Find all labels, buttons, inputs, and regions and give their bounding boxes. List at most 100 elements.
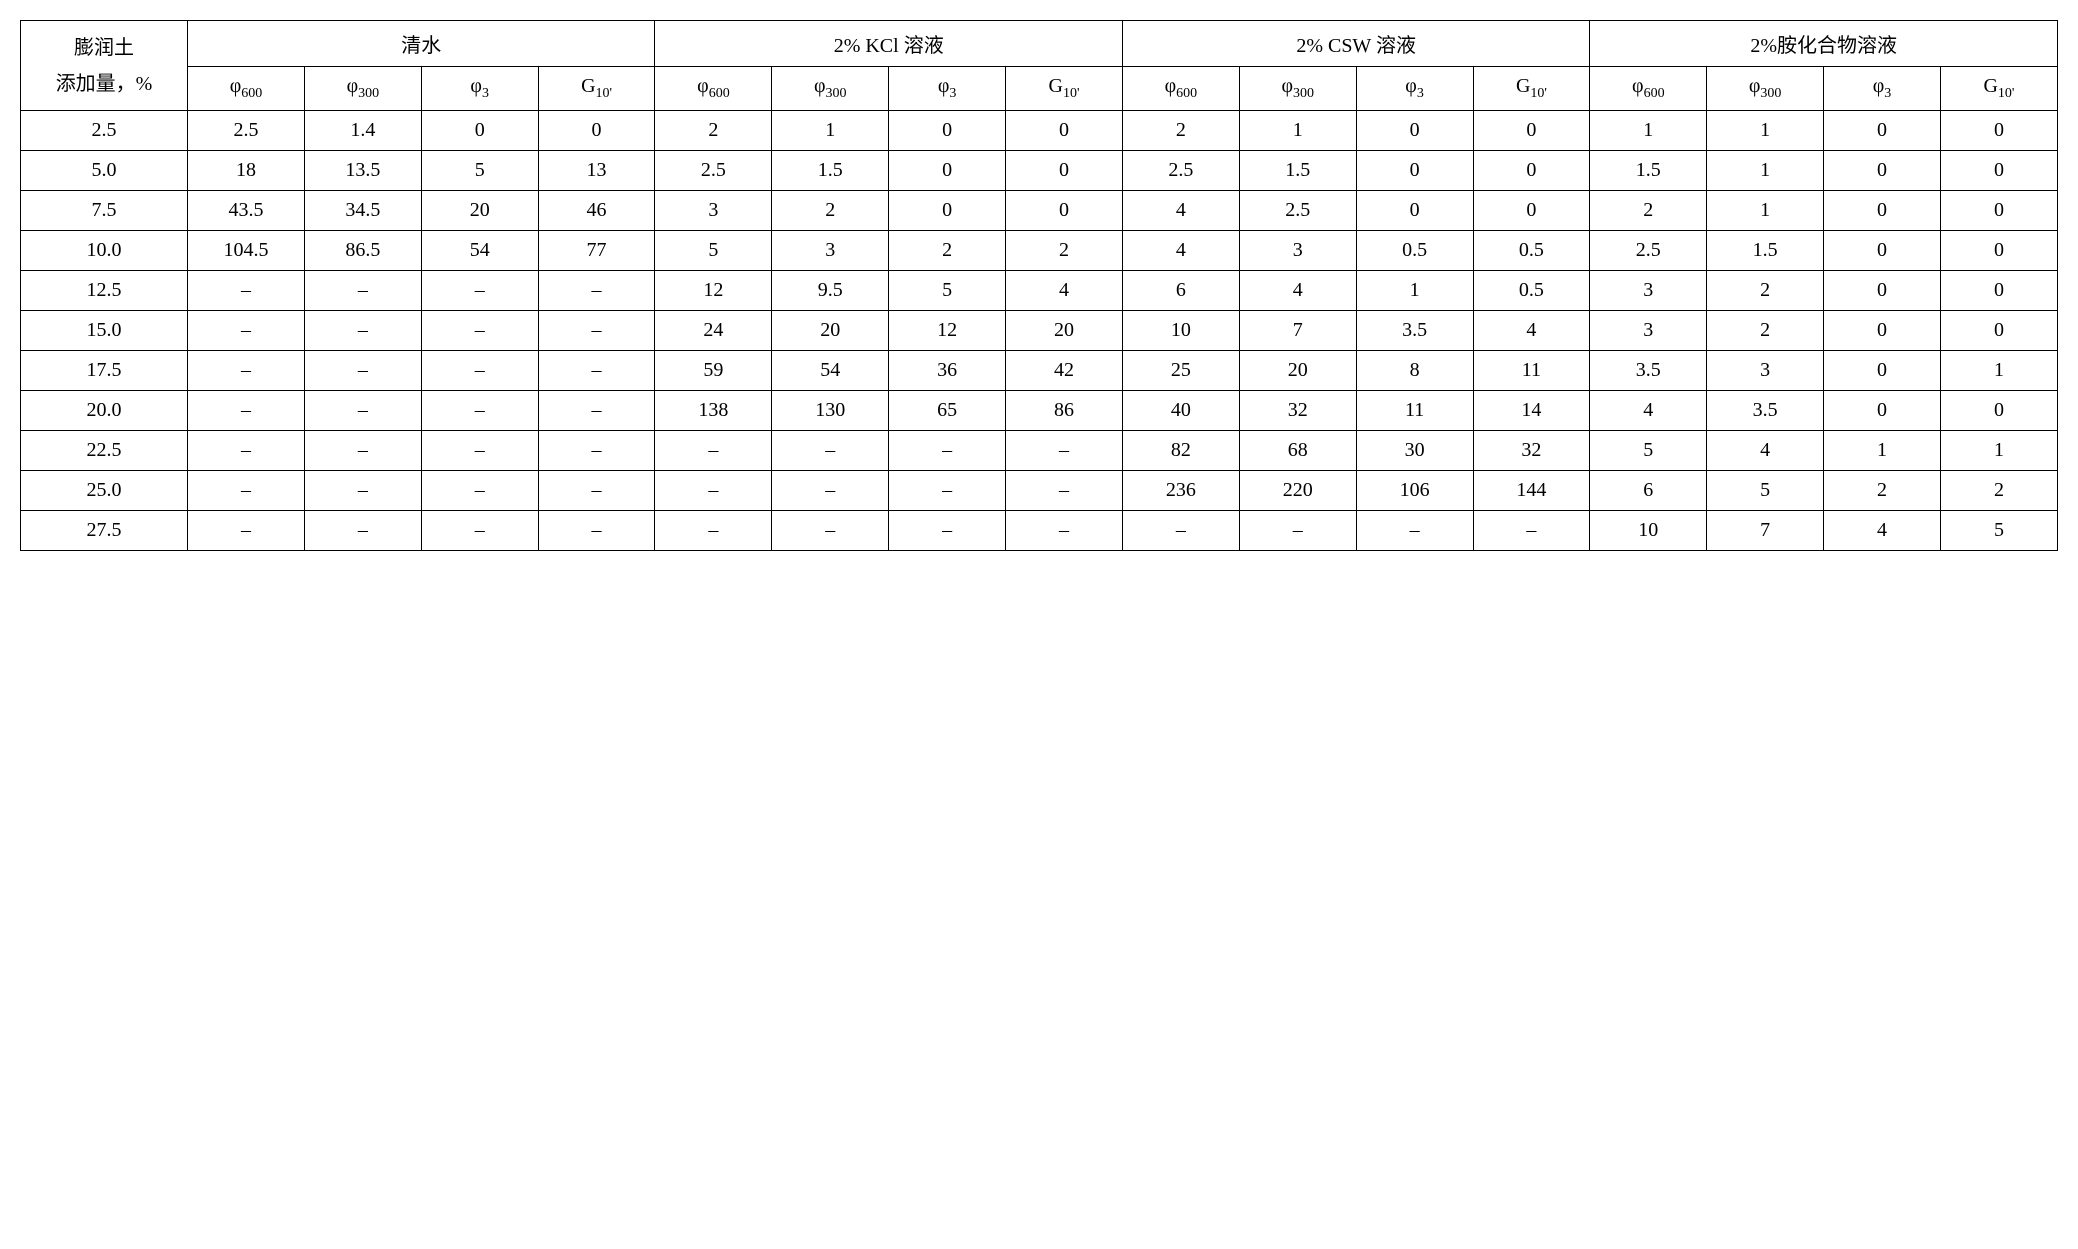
sub-header-symbol: G: [581, 75, 595, 97]
data-cell: –: [538, 271, 655, 311]
data-cell: 0: [1824, 351, 1941, 391]
data-cell: 9.5: [772, 271, 889, 311]
sub-header-subscript: 3: [482, 86, 489, 101]
data-cell: 0: [1824, 311, 1941, 351]
sub-header-subscript: 600: [1176, 86, 1197, 101]
data-cell: –: [772, 471, 889, 511]
data-cell: 1.5: [1239, 151, 1356, 191]
data-cell: 43.5: [188, 191, 305, 231]
table-row: 2.52.51.400210021001100: [21, 111, 2058, 151]
data-cell: 40: [1122, 391, 1239, 431]
data-cell: 0: [1824, 151, 1941, 191]
row-header-bottom: 添加量，%: [56, 73, 153, 95]
row-label-cell: 15.0: [21, 311, 188, 351]
sub-header-row: φ600φ300φ3G10'φ600φ300φ3G10'φ600φ300φ3G1…: [21, 67, 2058, 111]
row-label-cell: 7.5: [21, 191, 188, 231]
row-label-cell: 10.0: [21, 231, 188, 271]
data-cell: 0: [1940, 271, 2057, 311]
sub-header-subscript: 10': [1530, 86, 1547, 101]
sub-header-cell: φ300: [772, 67, 889, 111]
sub-header-cell: G10': [1473, 67, 1590, 111]
sub-header-symbol: φ: [1165, 75, 1177, 97]
data-cell: –: [538, 431, 655, 471]
sub-header-subscript: 600: [709, 86, 730, 101]
data-cell: 3.5: [1590, 351, 1707, 391]
data-cell: 0: [1824, 391, 1941, 431]
data-cell: 1: [1707, 111, 1824, 151]
sub-header-subscript: 3: [1417, 86, 1424, 101]
data-cell: 6: [1122, 271, 1239, 311]
sub-header-subscript: 10': [1998, 86, 2015, 101]
data-cell: –: [188, 311, 305, 351]
data-cell: 0: [889, 151, 1006, 191]
data-cell: 0: [538, 111, 655, 151]
data-cell: –: [421, 351, 538, 391]
data-cell: 20: [421, 191, 538, 231]
sub-header-symbol: φ: [347, 75, 359, 97]
data-cell: –: [421, 511, 538, 551]
data-cell: 2: [1940, 471, 2057, 511]
data-cell: –: [538, 391, 655, 431]
data-cell: –: [188, 351, 305, 391]
data-cell: 5: [1707, 471, 1824, 511]
sub-header-subscript: 300: [1293, 86, 1314, 101]
data-cell: 6: [1590, 471, 1707, 511]
data-cell: 220: [1239, 471, 1356, 511]
data-cell: 2: [1122, 111, 1239, 151]
row-header-top: 膨润土: [74, 37, 134, 59]
sub-header-cell: φ600: [1122, 67, 1239, 111]
data-cell: 0: [421, 111, 538, 151]
data-cell: –: [1006, 431, 1123, 471]
data-cell: 5: [421, 151, 538, 191]
sub-header-cell: G10': [538, 67, 655, 111]
data-cell: 2.5: [655, 151, 772, 191]
data-cell: –: [538, 351, 655, 391]
sub-header-symbol: φ: [697, 75, 709, 97]
data-table: 膨润土 添加量，% 清水 2% KCl 溶液 2% CSW 溶液 2%胺化合物溶…: [20, 20, 2058, 551]
row-header-cell: 膨润土 添加量，%: [21, 21, 188, 111]
data-cell: 3.5: [1707, 391, 1824, 431]
data-cell: 2: [772, 191, 889, 231]
data-cell: 1: [1356, 271, 1473, 311]
table-row: 15.0––––242012201073.543200: [21, 311, 2058, 351]
data-cell: –: [421, 431, 538, 471]
data-cell: 65: [889, 391, 1006, 431]
data-cell: 11: [1473, 351, 1590, 391]
sub-header-cell: φ3: [1356, 67, 1473, 111]
data-cell: –: [1006, 511, 1123, 551]
data-cell: 30: [1356, 431, 1473, 471]
data-cell: 1.4: [304, 111, 421, 151]
data-cell: 7: [1239, 311, 1356, 351]
table-row: 25.0––––––––2362201061446522: [21, 471, 2058, 511]
data-cell: 86.5: [304, 231, 421, 271]
data-cell: 54: [421, 231, 538, 271]
data-cell: 144: [1473, 471, 1590, 511]
group-header-3: 2%胺化合物溶液: [1590, 21, 2058, 67]
data-cell: 0: [1356, 111, 1473, 151]
data-cell: 2.5: [1590, 231, 1707, 271]
data-cell: 42: [1006, 351, 1123, 391]
data-cell: 0: [1824, 111, 1941, 151]
data-cell: 236: [1122, 471, 1239, 511]
data-cell: 0: [1940, 311, 2057, 351]
data-cell: 2.5: [188, 111, 305, 151]
sub-header-symbol: φ: [1281, 75, 1293, 97]
sub-header-cell: G10': [1940, 67, 2057, 111]
sub-header-symbol: φ: [230, 75, 242, 97]
data-cell: 1.5: [1590, 151, 1707, 191]
sub-header-subscript: 300: [1760, 86, 1781, 101]
data-cell: 130: [772, 391, 889, 431]
data-cell: 4: [1473, 311, 1590, 351]
data-cell: 0: [1940, 231, 2057, 271]
data-cell: 32: [1239, 391, 1356, 431]
sub-header-cell: φ300: [1239, 67, 1356, 111]
sub-header-cell: φ600: [188, 67, 305, 111]
data-cell: –: [1473, 511, 1590, 551]
sub-header-cell: φ600: [655, 67, 772, 111]
data-cell: 1: [1940, 351, 2057, 391]
sub-header-symbol: φ: [1632, 75, 1644, 97]
data-cell: –: [889, 471, 1006, 511]
data-cell: 86: [1006, 391, 1123, 431]
data-cell: 2: [889, 231, 1006, 271]
group-header-2: 2% CSW 溶液: [1122, 21, 1589, 67]
